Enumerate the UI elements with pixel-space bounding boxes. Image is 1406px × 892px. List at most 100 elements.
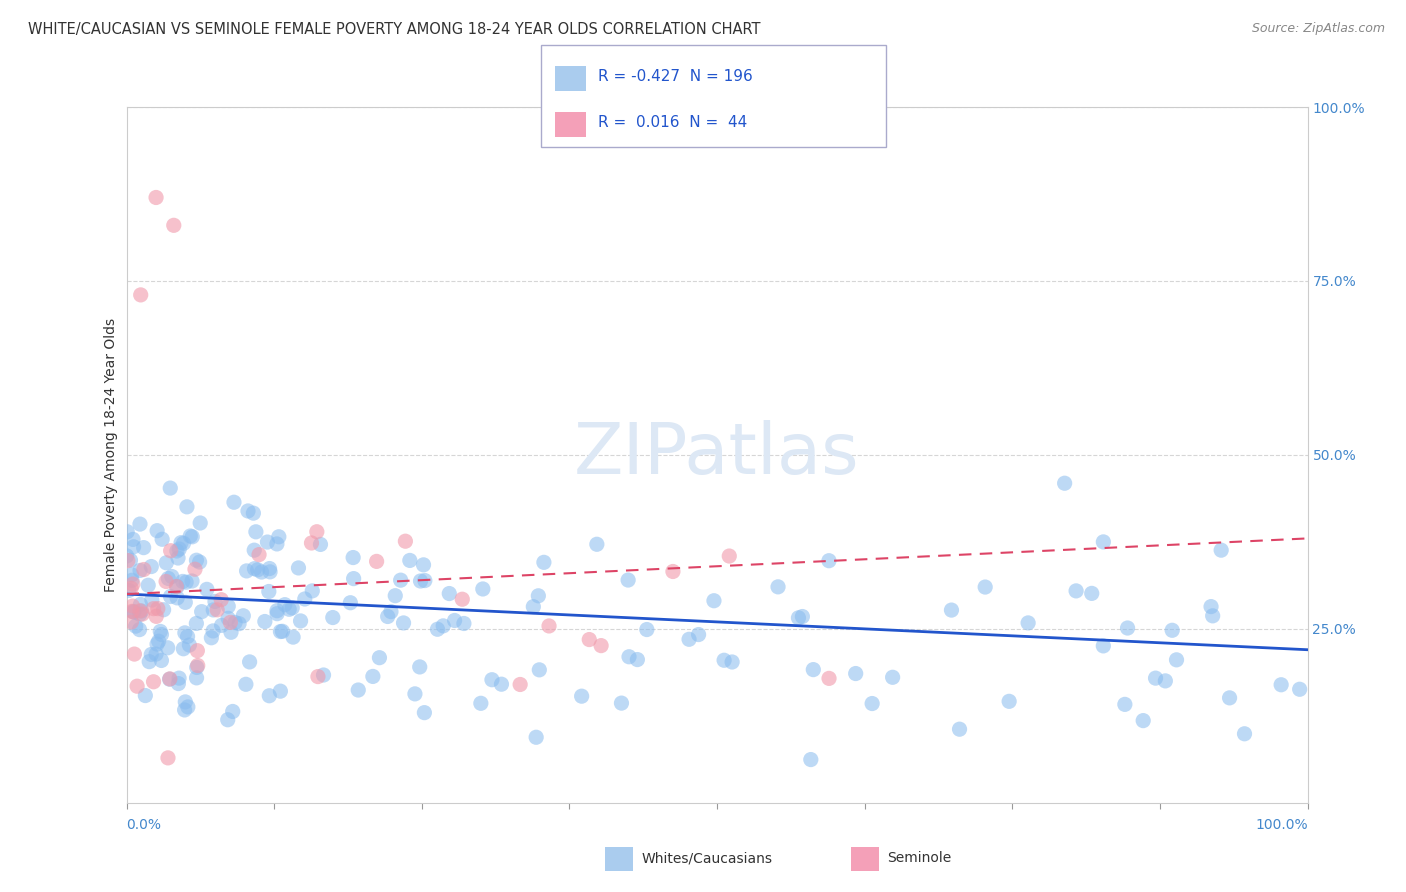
Point — [347, 683, 370, 698]
Point — [159, 672, 181, 686]
Point — [384, 589, 406, 603]
Point — [200, 631, 222, 645]
Point — [205, 603, 228, 617]
Point — [413, 574, 436, 588]
Point — [269, 684, 291, 698]
Point — [426, 622, 449, 636]
Point — [172, 574, 194, 589]
Point — [141, 593, 163, 607]
Point — [766, 580, 789, 594]
Point — [179, 638, 201, 652]
Point — [1288, 682, 1310, 697]
Point — [703, 593, 725, 607]
Point — [368, 650, 391, 665]
Point — [392, 615, 415, 630]
Point — [617, 573, 640, 587]
Point — [235, 677, 257, 691]
Point — [163, 219, 186, 233]
Text: WHITE/CAUCASIAN VS SEMINOLE FEMALE POVERTY AMONG 18-24 YEAR OLDS CORRELATION CHA: WHITE/CAUCASIAN VS SEMINOLE FEMALE POVER… — [28, 22, 761, 37]
Point — [626, 652, 648, 666]
Point — [222, 705, 245, 719]
Point — [1233, 727, 1256, 741]
Point — [1199, 599, 1222, 614]
Point — [1270, 678, 1292, 692]
Point — [1144, 671, 1167, 685]
Point — [217, 599, 239, 614]
Point — [132, 562, 155, 576]
Point — [184, 562, 207, 576]
Point — [343, 572, 366, 586]
Point — [179, 529, 201, 543]
Point — [224, 615, 246, 630]
Point — [439, 586, 461, 600]
Point — [281, 600, 304, 615]
Point — [122, 605, 145, 619]
Point — [1132, 714, 1154, 728]
Point — [787, 611, 810, 625]
Point — [166, 544, 188, 558]
Y-axis label: Female Poverty Among 18-24 Year Olds: Female Poverty Among 18-24 Year Olds — [104, 318, 118, 592]
Point — [176, 630, 198, 644]
Point — [389, 573, 412, 587]
Point — [312, 668, 335, 682]
Point — [882, 670, 904, 684]
Point — [259, 565, 281, 579]
Point — [974, 580, 997, 594]
Point — [451, 592, 474, 607]
Point — [236, 504, 259, 518]
Point — [142, 674, 165, 689]
Point — [470, 696, 492, 710]
Point — [339, 596, 361, 610]
Point — [120, 582, 142, 596]
Point — [1080, 586, 1102, 600]
Point — [188, 516, 211, 530]
Point — [204, 594, 226, 608]
Point — [173, 703, 195, 717]
Point — [845, 666, 868, 681]
Point — [412, 558, 434, 572]
Point — [413, 706, 436, 720]
Point — [118, 583, 141, 598]
Point — [398, 553, 420, 567]
Point — [173, 625, 195, 640]
Point — [235, 564, 257, 578]
Point — [1092, 535, 1115, 549]
Point — [149, 624, 172, 639]
Point — [228, 616, 250, 631]
Point — [181, 530, 204, 544]
Point — [187, 658, 209, 673]
Point — [217, 713, 239, 727]
Point — [1053, 476, 1076, 491]
Point — [129, 563, 152, 577]
Point — [122, 605, 145, 619]
Point — [120, 615, 142, 629]
Point — [533, 555, 555, 569]
Point — [152, 603, 174, 617]
Point — [177, 700, 200, 714]
Point — [259, 689, 281, 703]
Point — [125, 619, 148, 633]
Point — [322, 610, 344, 624]
Point — [159, 672, 181, 686]
Point — [202, 624, 225, 638]
Point — [167, 676, 190, 690]
Point — [361, 669, 384, 683]
Point — [157, 572, 180, 586]
Point — [266, 604, 288, 618]
Point — [571, 689, 593, 703]
Point — [146, 637, 169, 651]
Point — [159, 481, 181, 495]
Point — [156, 751, 179, 765]
Point — [617, 649, 640, 664]
Point — [453, 616, 475, 631]
Point — [173, 536, 195, 550]
Point — [136, 578, 159, 592]
Point — [290, 614, 312, 628]
Point — [860, 697, 883, 711]
Point — [409, 574, 432, 588]
Point — [170, 535, 193, 549]
Point — [591, 639, 613, 653]
Point — [172, 641, 194, 656]
Point — [165, 580, 187, 594]
Point — [246, 563, 269, 577]
